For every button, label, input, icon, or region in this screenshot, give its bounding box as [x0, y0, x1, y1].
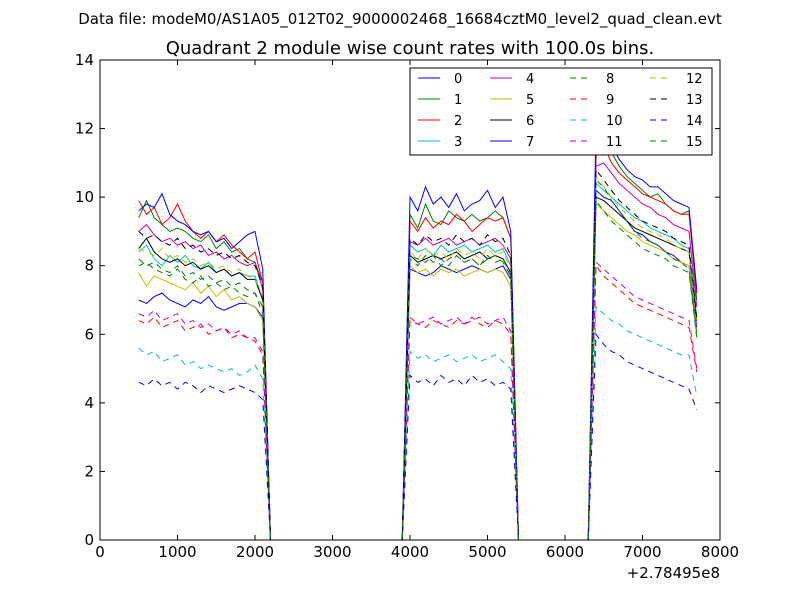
legend-label-15: 15: [686, 135, 703, 150]
series-line-3: [138, 182, 698, 541]
legend-label-5: 5: [526, 93, 534, 108]
y-tick-label: 6: [84, 325, 94, 343]
series-line-14: [138, 332, 698, 541]
x-tick-label: 5000: [468, 543, 506, 561]
series-line-15: [138, 199, 698, 541]
chart-title: Quadrant 2 module wise count rates with …: [166, 38, 655, 59]
y-tick-label: 4: [84, 394, 94, 412]
x-tick-label: 4000: [391, 543, 429, 561]
x-tick-label: 7000: [623, 543, 661, 561]
legend-label-1: 1: [454, 93, 462, 108]
y-tick-label: 0: [84, 531, 94, 549]
legend-label-4: 4: [526, 72, 534, 87]
series-line-10: [138, 305, 698, 541]
x-tick-label: 0: [95, 543, 105, 561]
legend-label-13: 13: [686, 93, 703, 108]
legend-label-2: 2: [454, 114, 462, 129]
x-tick-label: 3000: [313, 543, 351, 561]
legend-label-7: 7: [526, 135, 534, 150]
series-layer: [138, 121, 698, 541]
plot-frame: [99, 59, 721, 541]
y-tick-label: 12: [75, 120, 94, 138]
x-offset-label: +2.78495e8: [627, 564, 720, 582]
series-line-5: [138, 202, 698, 541]
y-tick-label: 10: [75, 188, 94, 206]
y-tick-label: 14: [75, 51, 94, 69]
series-line-12: [138, 175, 698, 541]
series-line-11: [138, 261, 698, 541]
y-tick-label: 8: [84, 257, 94, 275]
legend-label-6: 6: [526, 114, 534, 129]
legend-label-10: 10: [606, 114, 623, 129]
series-line-7: [138, 121, 698, 541]
axis-ticks: 0 1000 2000 3000 4000 5000 6000 7000 80000246810…: [75, 51, 739, 561]
figure-suptitle: Data file: modeM0/AS1A05_012T02_90000024…: [78, 10, 722, 29]
y-tick-label: 2: [84, 462, 94, 480]
legend-label-0: 0: [454, 72, 462, 87]
series-line-9: [138, 264, 698, 541]
x-tick-label: 2000: [236, 543, 274, 561]
legend-label-14: 14: [686, 114, 703, 129]
x-tick-label: 1000: [158, 543, 196, 561]
legend-label-11: 11: [606, 135, 623, 150]
series-line-1: [138, 148, 698, 541]
legend-label-9: 9: [606, 93, 614, 108]
series-line-2: [138, 144, 698, 541]
series-line-4: [138, 162, 698, 541]
legend-label-3: 3: [454, 135, 462, 150]
x-tick-label: 8000: [701, 543, 739, 561]
series-line-6: [138, 196, 698, 541]
legend-label-8: 8: [606, 72, 614, 87]
series-line-8: [138, 178, 698, 541]
series-line-13: [138, 168, 698, 541]
legend-label-12: 12: [686, 72, 703, 87]
x-tick-label: 6000: [546, 543, 584, 561]
